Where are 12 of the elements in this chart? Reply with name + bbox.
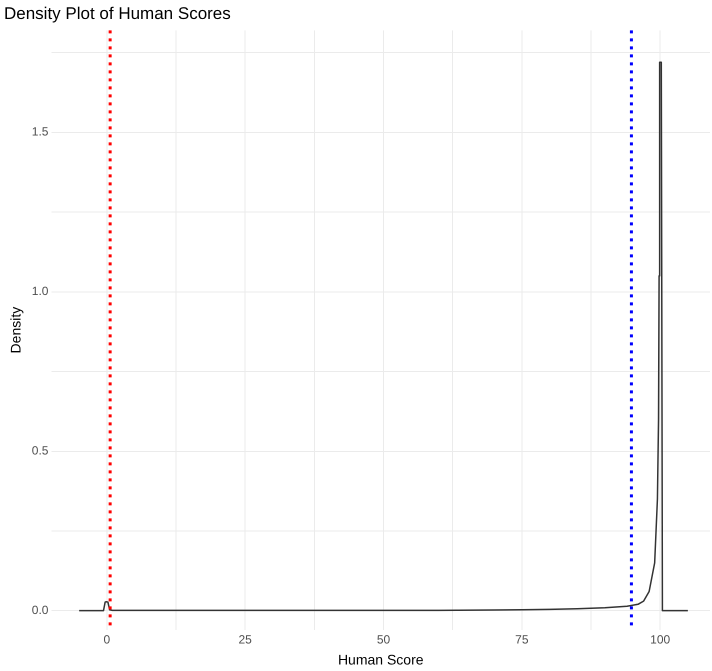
x-axis-title: Human Score	[338, 651, 424, 668]
y-tick-label: 0.5	[32, 444, 49, 458]
chart-title: Density Plot of Human Scores	[4, 4, 231, 23]
x-tick-label: 50	[376, 632, 390, 646]
x-tick-label: 0	[103, 632, 110, 646]
y-axis-title: Density	[7, 306, 24, 354]
x-tick-label: 100	[650, 632, 671, 646]
x-tick-label: 75	[515, 632, 529, 646]
y-tick-label: 1.5	[32, 124, 49, 139]
y-tick-label: 1.0	[32, 284, 49, 298]
y-tick-label: 0.0	[32, 602, 49, 617]
x-tick-label: 25	[238, 632, 252, 646]
